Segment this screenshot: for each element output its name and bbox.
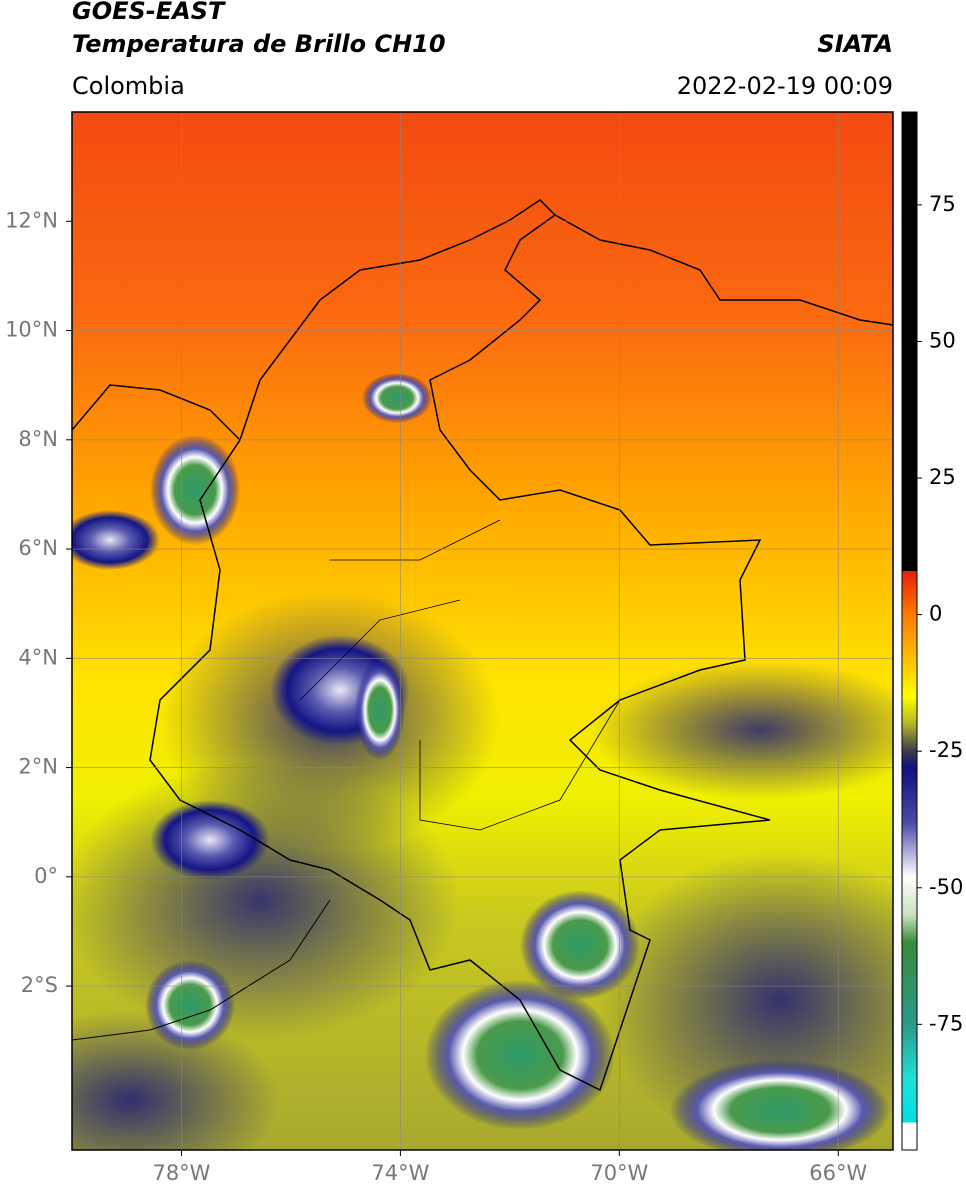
satellite-image (72, 112, 893, 1150)
colorbar-tick-label: 75 (929, 192, 956, 216)
y-tick-label: 0° (34, 864, 58, 888)
x-tick-label: 66°W (809, 1161, 867, 1185)
colorbar (901, 111, 918, 1151)
grid (72, 112, 893, 1150)
colorbar-tick-label: 25 (929, 465, 956, 489)
x-tick-label: 74°W (371, 1161, 429, 1185)
colorbar-tick-label: -25 (929, 738, 963, 762)
x-tick-label: 78°W (152, 1161, 210, 1185)
y-tick-label: 2°N (18, 755, 58, 779)
x-tick-label: 70°W (590, 1161, 648, 1185)
y-tick-label: 4°N (18, 645, 58, 669)
colorbar-tick-label: 50 (929, 328, 956, 352)
y-tick-label: 12°N (5, 208, 58, 232)
title: GOES-EAST (72, 0, 226, 25)
y-tick-label: 2°S (21, 973, 58, 997)
colorbar-tick-label: -50 (929, 875, 963, 899)
date: 2022-02-19 00:09 (677, 72, 893, 100)
map-frame (71, 111, 894, 1151)
source: SIATA (817, 30, 893, 58)
y-tick-label: 6°N (18, 536, 58, 560)
subtitle: Temperatura de Brillo CH10 (72, 30, 446, 58)
colorbar-tick-label: -75 (929, 1011, 963, 1035)
region: Colombia (72, 72, 185, 100)
y-tick-label: 10°N (5, 318, 58, 342)
y-tick-label: 8°N (18, 427, 58, 451)
colorbar-tick-label: 0 (929, 602, 942, 626)
